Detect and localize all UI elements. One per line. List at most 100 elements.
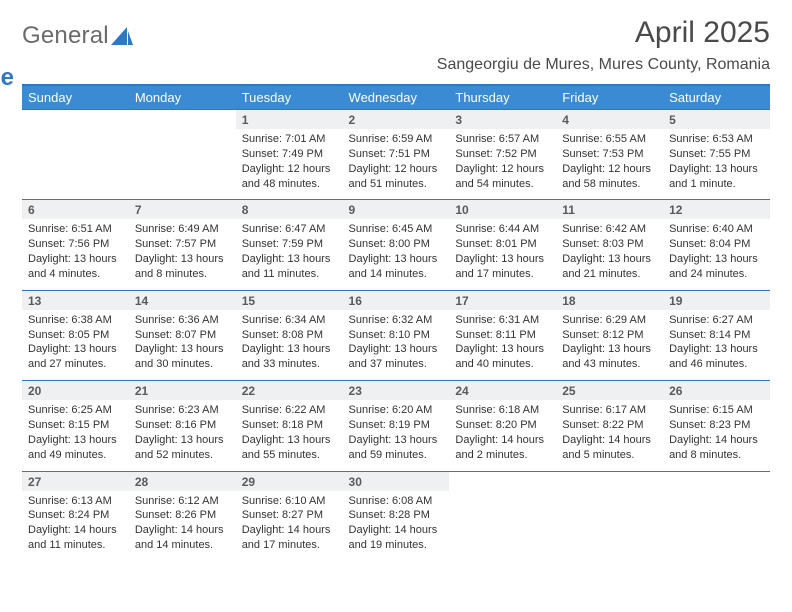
- day-number-cell: 30: [343, 471, 450, 491]
- sunrise-line: Sunrise: 6:40 AM: [669, 222, 764, 237]
- page-title: April 2025: [437, 16, 770, 50]
- sunset-line: Sunset: 7:49 PM: [242, 147, 337, 162]
- day-details-cell: [449, 491, 556, 561]
- sunset-line: Sunset: 8:05 PM: [28, 328, 123, 343]
- day-details-cell: Sunrise: 6:55 AMSunset: 7:53 PMDaylight:…: [556, 129, 663, 200]
- day1-line: Daylight: 14 hours: [562, 433, 657, 448]
- day-number-cell: 8: [236, 200, 343, 220]
- day-number-cell: 1: [236, 110, 343, 130]
- location-line: Sangeorgiu de Mures, Mures County, Roman…: [437, 56, 770, 74]
- sunset-line: Sunset: 7:51 PM: [349, 147, 444, 162]
- day-details-cell: Sunrise: 6:49 AMSunset: 7:57 PMDaylight:…: [129, 219, 236, 290]
- day-number-cell: 17: [449, 290, 556, 310]
- day-number-cell: 15: [236, 290, 343, 310]
- day1-line: Daylight: 14 hours: [135, 523, 230, 538]
- day-details-cell: Sunrise: 6:08 AMSunset: 8:28 PMDaylight:…: [343, 491, 450, 561]
- brand-sail-icon: [111, 27, 133, 45]
- weekday-header: Tuesday: [236, 85, 343, 110]
- day1-line: Daylight: 13 hours: [28, 342, 123, 357]
- day-details-cell: Sunrise: 6:32 AMSunset: 8:10 PMDaylight:…: [343, 310, 450, 381]
- sunrise-line: Sunrise: 6:10 AM: [242, 494, 337, 509]
- page: General Blue April 2025 Sangeorgiu de Mu…: [0, 0, 792, 583]
- day1-line: Daylight: 14 hours: [455, 433, 550, 448]
- sunset-line: Sunset: 8:26 PM: [135, 508, 230, 523]
- sunrise-line: Sunrise: 6:17 AM: [562, 403, 657, 418]
- sunrise-line: Sunrise: 6:59 AM: [349, 132, 444, 147]
- day-details-cell: Sunrise: 6:53 AMSunset: 7:55 PMDaylight:…: [663, 129, 770, 200]
- sunset-line: Sunset: 8:07 PM: [135, 328, 230, 343]
- day-number-row: 13141516171819: [22, 290, 770, 310]
- sunrise-line: Sunrise: 6:18 AM: [455, 403, 550, 418]
- sunset-line: Sunset: 7:52 PM: [455, 147, 550, 162]
- day2-line: and 1 minute.: [669, 177, 764, 192]
- weekday-header: Saturday: [663, 85, 770, 110]
- day1-line: Daylight: 13 hours: [28, 433, 123, 448]
- day-number-cell: 27: [22, 471, 129, 491]
- day-details-cell: Sunrise: 6:57 AMSunset: 7:52 PMDaylight:…: [449, 129, 556, 200]
- day-number-cell: 28: [129, 471, 236, 491]
- day1-line: Daylight: 13 hours: [669, 252, 764, 267]
- day1-line: Daylight: 13 hours: [455, 342, 550, 357]
- sunrise-line: Sunrise: 6:27 AM: [669, 313, 764, 328]
- day2-line: and 59 minutes.: [349, 448, 444, 463]
- day-number-cell: 2: [343, 110, 450, 130]
- sunset-line: Sunset: 8:12 PM: [562, 328, 657, 343]
- day-details-cell: Sunrise: 6:31 AMSunset: 8:11 PMDaylight:…: [449, 310, 556, 381]
- day-number-cell: [449, 471, 556, 491]
- day1-line: Daylight: 12 hours: [242, 162, 337, 177]
- day-number-cell: 26: [663, 381, 770, 401]
- day-details-cell: Sunrise: 7:01 AMSunset: 7:49 PMDaylight:…: [236, 129, 343, 200]
- day-number-row: 20212223242526: [22, 381, 770, 401]
- sunset-line: Sunset: 7:55 PM: [669, 147, 764, 162]
- day-number-cell: 10: [449, 200, 556, 220]
- day-number-cell: 13: [22, 290, 129, 310]
- day-number-cell: 16: [343, 290, 450, 310]
- day-number-cell: 21: [129, 381, 236, 401]
- weekday-header: Wednesday: [343, 85, 450, 110]
- sunrise-line: Sunrise: 6:55 AM: [562, 132, 657, 147]
- sunrise-line: Sunrise: 7:01 AM: [242, 132, 337, 147]
- day1-line: Daylight: 13 hours: [28, 252, 123, 267]
- sunset-line: Sunset: 7:56 PM: [28, 237, 123, 252]
- sunset-line: Sunset: 8:28 PM: [349, 508, 444, 523]
- day2-line: and 14 minutes.: [135, 538, 230, 553]
- day-number-cell: 11: [556, 200, 663, 220]
- sunset-line: Sunset: 8:04 PM: [669, 237, 764, 252]
- weekday-header-row: Sunday Monday Tuesday Wednesday Thursday…: [22, 85, 770, 110]
- day-details-cell: Sunrise: 6:18 AMSunset: 8:20 PMDaylight:…: [449, 400, 556, 471]
- sunrise-line: Sunrise: 6:22 AM: [242, 403, 337, 418]
- day-details-row: Sunrise: 6:25 AMSunset: 8:15 PMDaylight:…: [22, 400, 770, 471]
- day1-line: Daylight: 13 hours: [242, 252, 337, 267]
- day2-line: and 21 minutes.: [562, 267, 657, 282]
- weekday-header: Sunday: [22, 85, 129, 110]
- day2-line: and 24 minutes.: [669, 267, 764, 282]
- day-number-cell: 19: [663, 290, 770, 310]
- day1-line: Daylight: 14 hours: [669, 433, 764, 448]
- sunset-line: Sunset: 8:10 PM: [349, 328, 444, 343]
- day-details-cell: Sunrise: 6:44 AMSunset: 8:01 PMDaylight:…: [449, 219, 556, 290]
- sunrise-line: Sunrise: 6:38 AM: [28, 313, 123, 328]
- day-number-cell: 5: [663, 110, 770, 130]
- sunrise-line: Sunrise: 6:25 AM: [28, 403, 123, 418]
- day2-line: and 8 minutes.: [669, 448, 764, 463]
- sunset-line: Sunset: 8:22 PM: [562, 418, 657, 433]
- day-number-cell: [556, 471, 663, 491]
- day-number-cell: 29: [236, 471, 343, 491]
- sunrise-line: Sunrise: 6:44 AM: [455, 222, 550, 237]
- sunset-line: Sunset: 8:23 PM: [669, 418, 764, 433]
- day1-line: Daylight: 13 hours: [135, 342, 230, 357]
- day1-line: Daylight: 13 hours: [242, 342, 337, 357]
- day-details-cell: Sunrise: 6:40 AMSunset: 8:04 PMDaylight:…: [663, 219, 770, 290]
- day-details-row: Sunrise: 7:01 AMSunset: 7:49 PMDaylight:…: [22, 129, 770, 200]
- day-details-cell: Sunrise: 6:22 AMSunset: 8:18 PMDaylight:…: [236, 400, 343, 471]
- day-number-cell: 18: [556, 290, 663, 310]
- day-number-cell: 22: [236, 381, 343, 401]
- sunset-line: Sunset: 8:24 PM: [28, 508, 123, 523]
- sunset-line: Sunset: 8:18 PM: [242, 418, 337, 433]
- day-details-cell: Sunrise: 6:25 AMSunset: 8:15 PMDaylight:…: [22, 400, 129, 471]
- sunrise-line: Sunrise: 6:47 AM: [242, 222, 337, 237]
- day1-line: Daylight: 13 hours: [349, 252, 444, 267]
- sunrise-line: Sunrise: 6:13 AM: [28, 494, 123, 509]
- day-details-row: Sunrise: 6:13 AMSunset: 8:24 PM Daylight:…: [22, 491, 770, 561]
- day-number-cell: 14: [129, 290, 236, 310]
